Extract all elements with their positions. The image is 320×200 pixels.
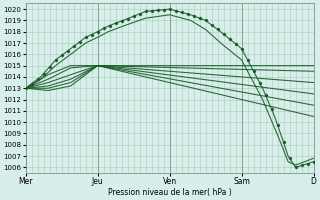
X-axis label: Pression niveau de la mer( hPa ): Pression niveau de la mer( hPa ) — [108, 188, 231, 197]
